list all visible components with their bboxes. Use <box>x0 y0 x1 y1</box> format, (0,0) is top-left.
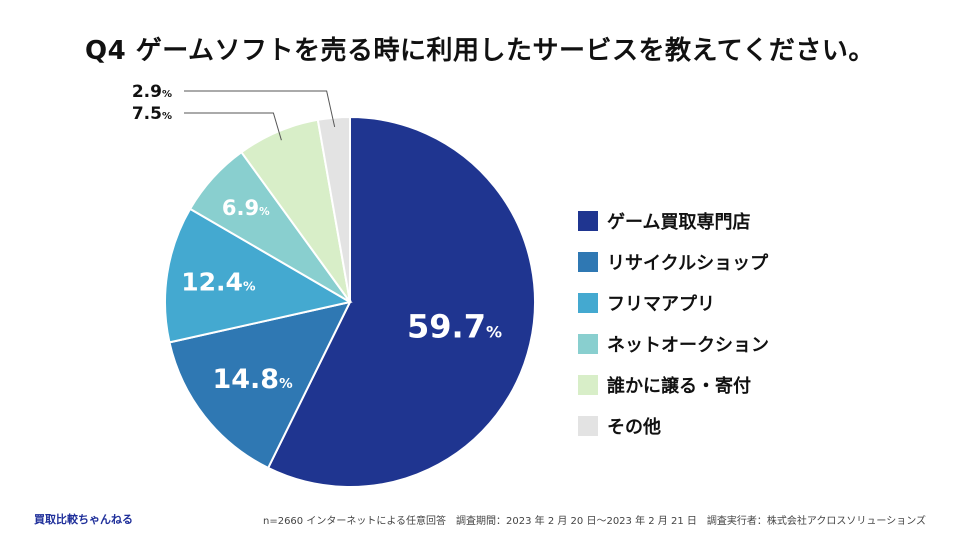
data-label: 6.9% <box>222 196 270 220</box>
legend-label: リサイクルショップ <box>607 252 769 274</box>
legend-swatch <box>578 292 598 313</box>
legend-item: ゲーム買取専門店 <box>578 200 769 241</box>
legend-swatch <box>578 374 598 395</box>
legend-swatch <box>578 251 598 272</box>
pie-slice <box>164 207 353 344</box>
legend-swatch <box>578 415 598 436</box>
pie-slice <box>266 115 536 488</box>
legend: ゲーム買取専門店 リサイクルショップ フリマアプリ ネットオークション 誰かに譲… <box>578 200 769 446</box>
survey-footnote: n=2660 インターネットによる任意回答 調査期間：2023 年 2 月 20… <box>262 516 926 527</box>
legend-item: ネットオークション <box>578 323 769 364</box>
legend-swatch <box>578 333 598 354</box>
data-label: 7.5% <box>132 104 172 124</box>
leader-line <box>184 90 336 128</box>
pie-slice <box>316 115 351 303</box>
legend-item: その他 <box>578 405 769 446</box>
legend-label: ゲーム買取専門店 <box>607 211 751 233</box>
data-label: 59.7% <box>407 308 502 346</box>
pie-slice <box>168 300 352 470</box>
legend-label: その他 <box>607 416 661 438</box>
data-label: 12.4% <box>181 267 256 296</box>
legend-label: ネットオークション <box>607 334 769 356</box>
chart-title: Q4 ゲームソフトを売る時に利用したサービスを教えてください。 <box>85 36 875 66</box>
legend-label: 誰かに譲る・寄付 <box>607 375 751 397</box>
legend-item: 誰かに譲る・寄付 <box>578 364 769 405</box>
brand-name: 買取比較ちゃんねる <box>34 513 133 526</box>
legend-item: フリマアプリ <box>578 282 769 323</box>
leader-line <box>184 112 282 141</box>
data-label: 14.8% <box>212 364 293 395</box>
legend-item: リサイクルショップ <box>578 241 769 282</box>
legend-swatch <box>578 210 598 231</box>
data-label: 2.9% <box>132 82 172 102</box>
legend-label: フリマアプリ <box>607 293 715 315</box>
